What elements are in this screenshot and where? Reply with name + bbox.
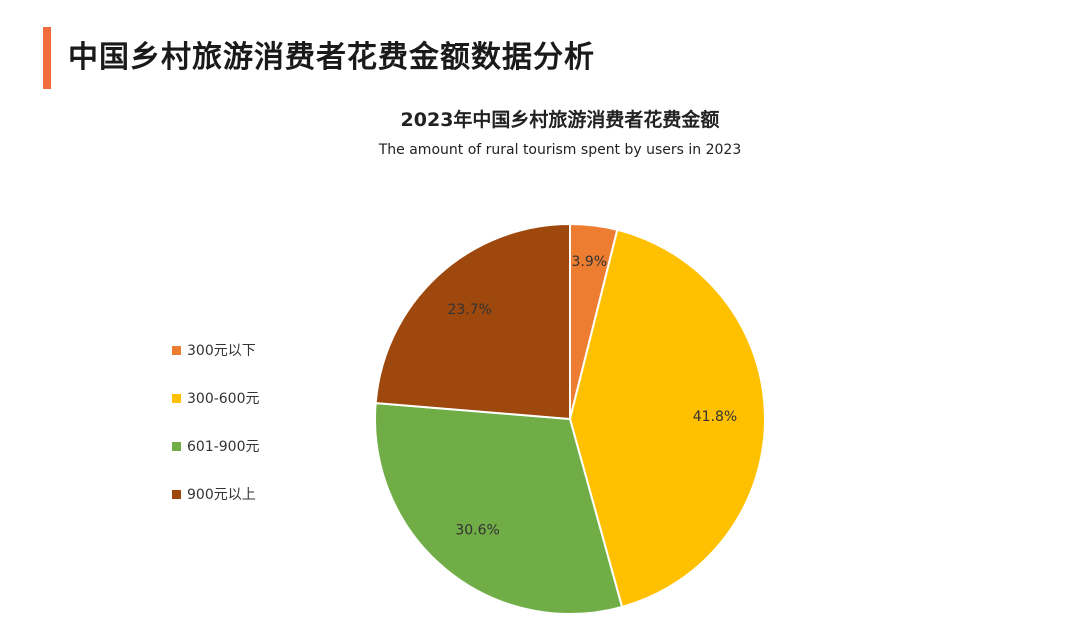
legend-label: 300-600元	[187, 391, 260, 407]
pie-slice-label: 41.8%	[693, 409, 737, 425]
legend-item: 900元以上	[172, 470, 260, 518]
legend-item: 300-600元	[172, 374, 260, 422]
legend-swatch	[172, 489, 181, 499]
chart-legend: 300元以下 300-600元 601-900元 900元以上	[172, 326, 260, 518]
pie-slice-label: 30.6%	[455, 523, 499, 539]
legend-item: 300元以下	[172, 326, 260, 374]
pie-slice-labels: 3.9% 41.8% 30.6% 23.7%	[447, 254, 737, 539]
legend-swatch	[172, 441, 181, 451]
pie-slice-label: 3.9%	[572, 254, 608, 270]
pie-slice-label: 23.7%	[447, 302, 491, 318]
legend-label: 300元以下	[187, 343, 256, 359]
pie-slices	[374, 222, 766, 615]
legend-label: 601-900元	[187, 439, 260, 455]
page-title: 中国乡村旅游消费者花费金额数据分析	[68, 40, 595, 75]
pie-slice	[568, 228, 766, 609]
pie-slice	[374, 402, 624, 615]
legend-swatch	[172, 393, 181, 403]
legend-item: 601-900元	[172, 422, 260, 470]
title-accent-bar	[43, 27, 51, 89]
chart-subtitle: The amount of rural tourism spent by use…	[378, 142, 742, 158]
legend-swatch	[172, 345, 181, 355]
chart-title: 2023年中国乡村旅游消费者花费金额	[400, 109, 720, 131]
pie-slice	[374, 222, 571, 421]
legend-label: 900元以上	[187, 487, 256, 503]
